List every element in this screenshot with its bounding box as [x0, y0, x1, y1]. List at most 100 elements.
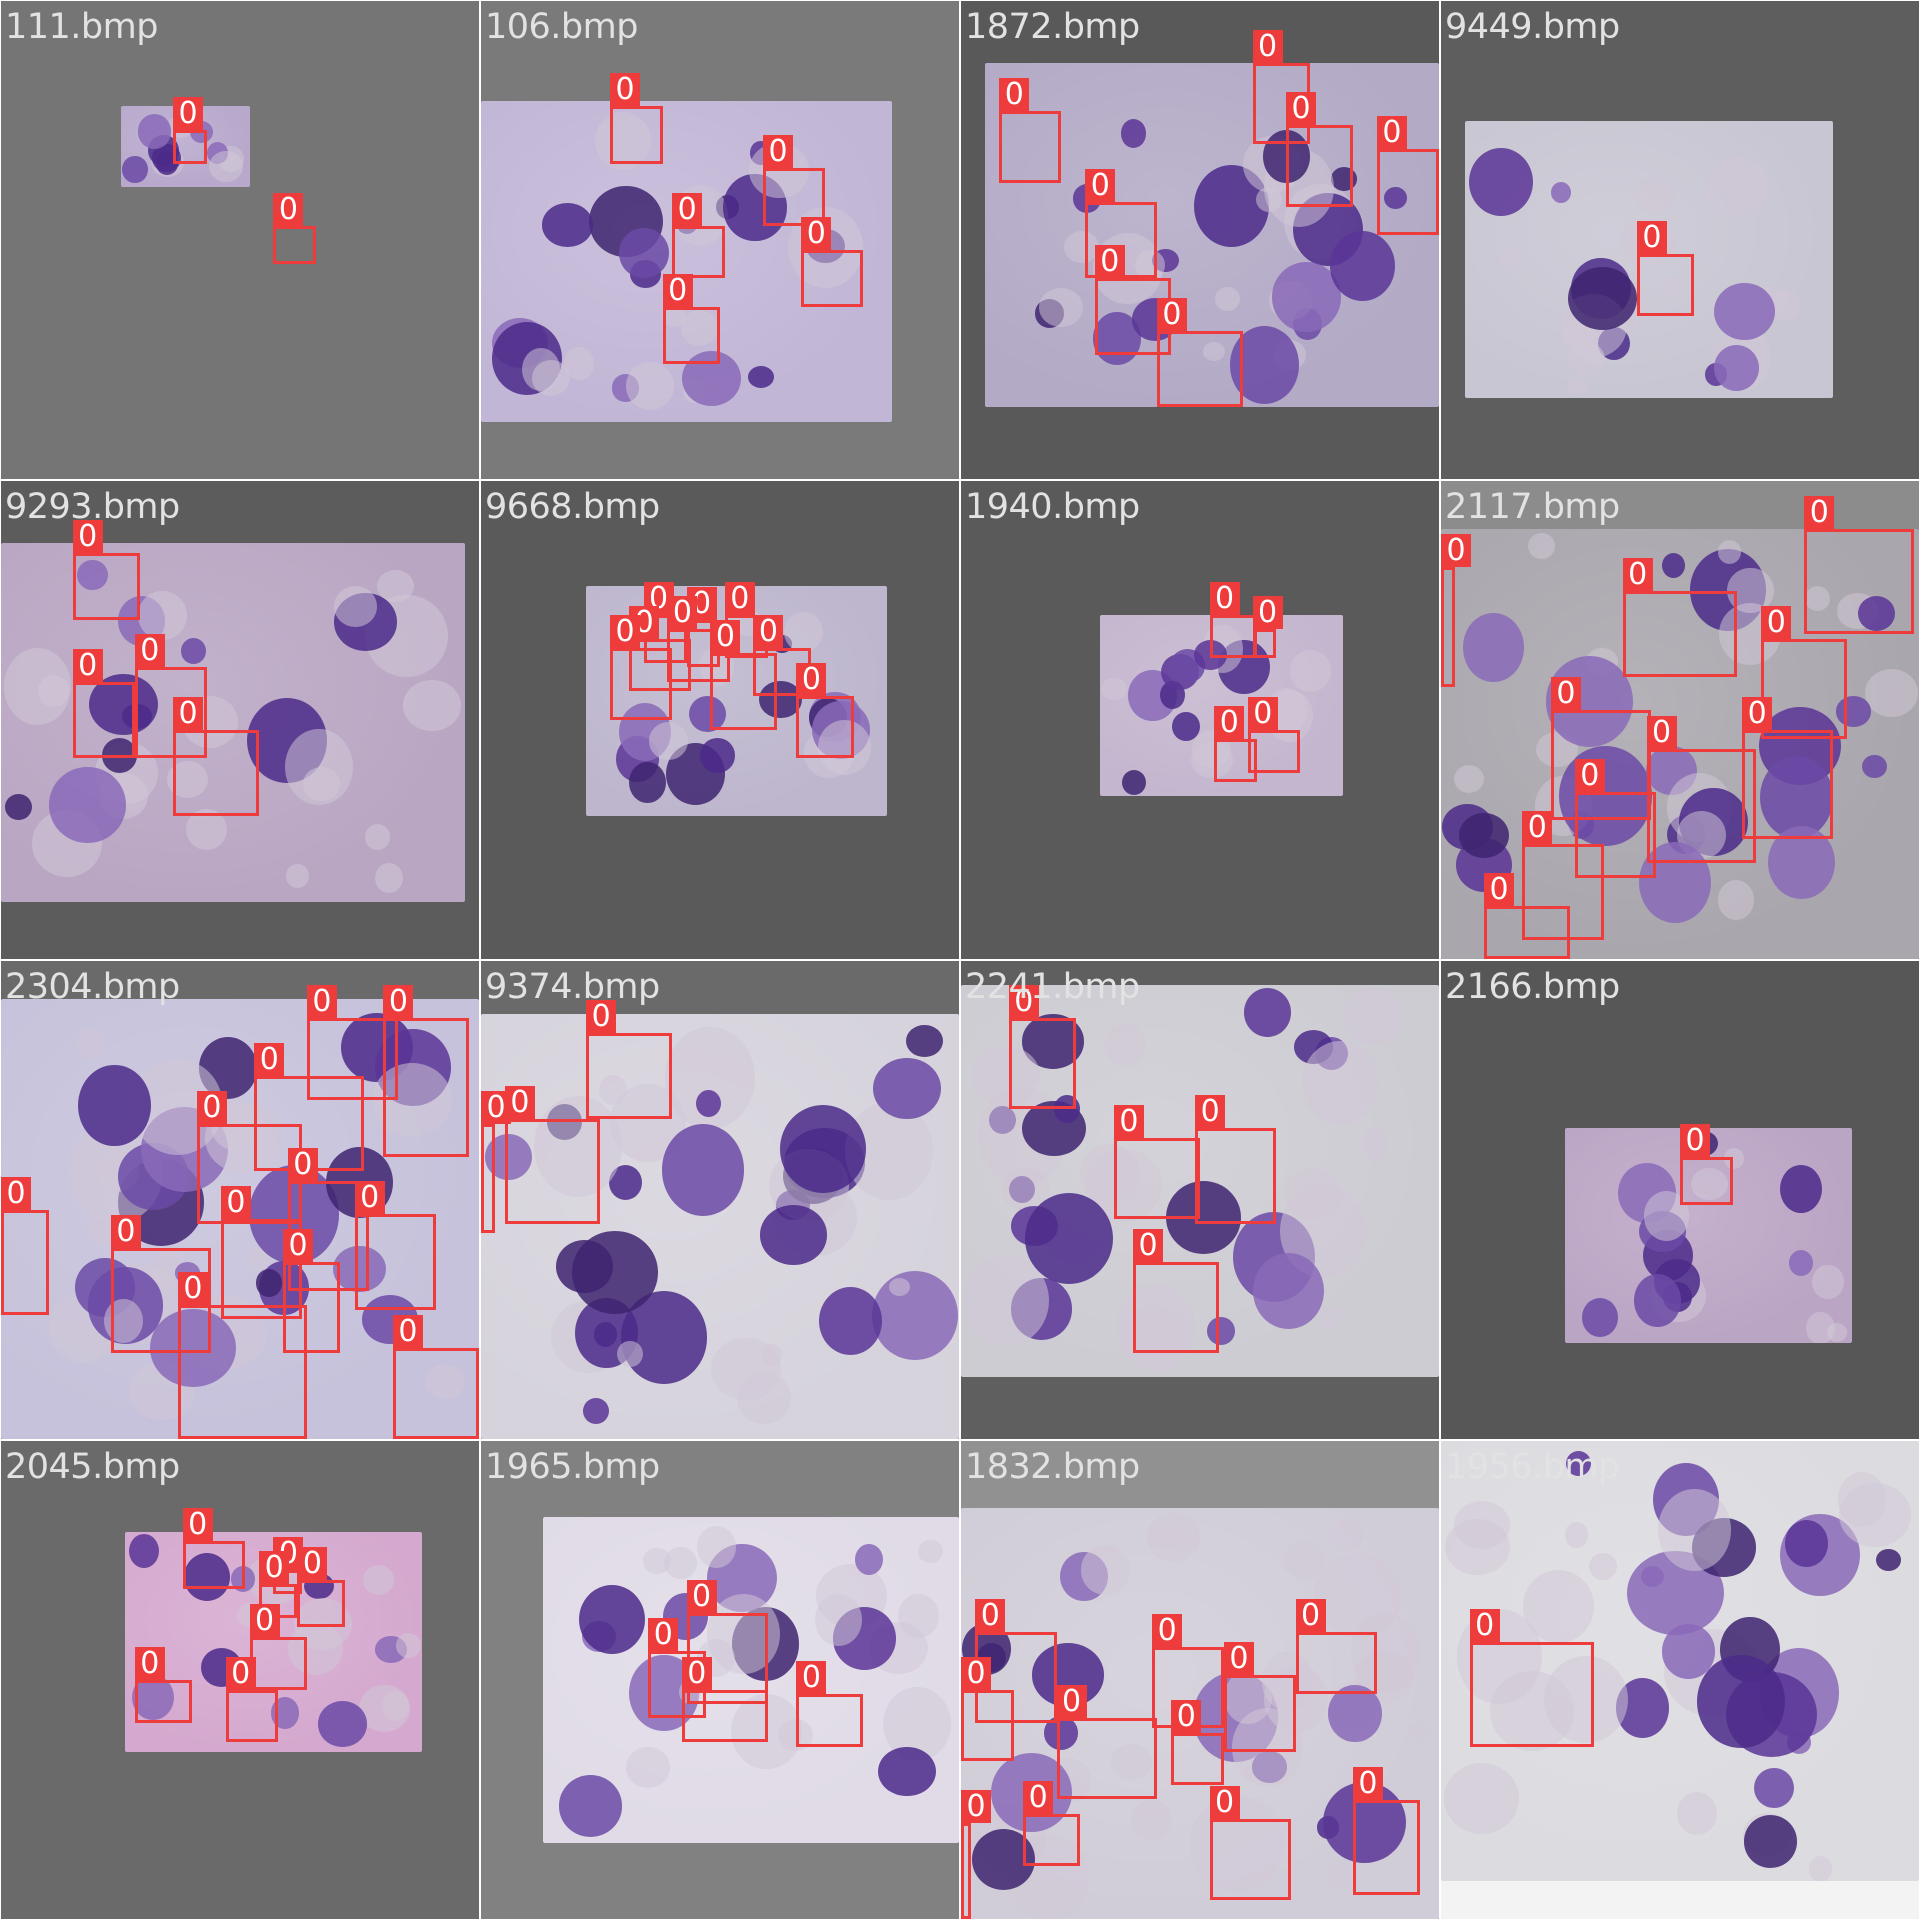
cell-blob — [1443, 1763, 1520, 1835]
detection-class-label: 0 — [1680, 1123, 1710, 1157]
microscopy-image — [1565, 1128, 1853, 1344]
cell-blob — [1326, 1861, 1353, 1890]
cell-blob — [1559, 745, 1652, 847]
cell-blob — [1343, 988, 1405, 1046]
cell-blob — [1111, 1743, 1152, 1780]
cell-blob — [533, 1095, 623, 1198]
detection-box: 0 — [134, 634, 207, 759]
detection-class-label: 0 — [1252, 596, 1283, 630]
detection-class-label: 0 — [1636, 221, 1667, 255]
detection-box: 0 — [1804, 495, 1915, 634]
cell-blob — [77, 559, 108, 590]
detection-class-label: 0 — [1286, 92, 1317, 126]
cell-blob — [1121, 769, 1147, 795]
cell-blob — [1836, 696, 1872, 727]
cell-blob — [1302, 1040, 1379, 1125]
image-tile: 0 0 0 0 0 0 0 0 0 0 0 1832.bmp — [961, 1441, 1439, 1919]
detection-box: 0 — [610, 73, 663, 164]
cell-blob — [75, 1028, 103, 1060]
cell-blob — [699, 738, 736, 774]
cell-blob — [1723, 1148, 1744, 1169]
cell-blob — [1713, 282, 1775, 340]
cell-blob — [1657, 1489, 1731, 1572]
cell-blob — [376, 569, 414, 603]
detection-class-label: 0 — [801, 216, 832, 250]
detection-class-label: 0 — [1352, 1766, 1383, 1800]
detection-class-label: 0 — [1171, 1699, 1202, 1733]
detection-class-label: 0 — [134, 634, 165, 668]
detection-box: 0 — [297, 1546, 346, 1628]
cell-blob — [181, 637, 207, 664]
detection-class-label: 0 — [1247, 696, 1278, 730]
detection-class-label: 0 — [392, 1315, 423, 1349]
cell-blob — [889, 1278, 910, 1297]
detection-class-label: 0 — [1550, 677, 1581, 711]
detection-box: 0 — [1550, 677, 1652, 821]
detection-box: 0 — [225, 1656, 279, 1743]
cell-blob — [1080, 1144, 1141, 1207]
cell-blob — [748, 366, 775, 389]
detection-class-label: 0 — [961, 1790, 991, 1824]
cell-blob — [1582, 1298, 1618, 1337]
detection-class-label: 0 — [1209, 1785, 1240, 1819]
cell-blob — [558, 1775, 622, 1837]
cell-blob — [1662, 552, 1685, 578]
cell-blob — [1283, 1167, 1343, 1220]
detection-class-label: 0 — [72, 519, 103, 553]
detection-class-label: 0 — [1574, 758, 1605, 792]
cell-blob — [696, 1089, 722, 1117]
cell-blob — [1206, 1317, 1235, 1346]
cell-blob — [1191, 741, 1233, 778]
detection-class-label: 0 — [177, 1272, 208, 1306]
cell-blob — [1638, 841, 1711, 923]
detection-class-label: 0 — [610, 73, 641, 107]
detection-class-label: 0 — [1761, 605, 1792, 639]
detection-box: 0 — [1742, 696, 1833, 840]
cell-blob — [1064, 231, 1099, 264]
cell-blob — [878, 1746, 936, 1796]
detection-box: 0 — [961, 1656, 1014, 1762]
detection-box: 0 — [1484, 873, 1571, 959]
image-tile: 0 0 0 0 9293.bmp — [1, 481, 479, 959]
cell-blob — [905, 1024, 943, 1058]
detection-class-label: 0 — [753, 615, 784, 649]
detection-class-label: 0 — [1113, 1104, 1144, 1138]
cell-blob — [1661, 277, 1683, 297]
cell-blob — [209, 151, 244, 183]
cell-blob — [661, 1123, 745, 1216]
detection-box: 0 — [72, 519, 140, 620]
detection-class-label: 0 — [999, 77, 1030, 111]
detection-box: 0 — [134, 1647, 193, 1724]
cell-blob — [1588, 1552, 1617, 1580]
cell-blob — [38, 675, 69, 708]
detection-box: 0 — [72, 648, 135, 759]
cell-blob — [555, 1240, 613, 1293]
detection-class-label: 0 — [586, 999, 617, 1033]
cell-blob — [1805, 1311, 1835, 1344]
cell-blob — [1329, 231, 1395, 301]
detection-box: 0 — [173, 696, 260, 816]
cell-blob — [1705, 156, 1770, 218]
detection-class-label: 0 — [1804, 495, 1835, 529]
cell-blob — [374, 862, 404, 894]
cell-blob — [918, 1540, 944, 1563]
detection-box: 0 — [763, 135, 826, 226]
microscopy-image — [961, 984, 1439, 1377]
cell-blob — [664, 1547, 697, 1580]
tile-background — [1, 1, 479, 479]
detection-box: 0 — [1522, 811, 1604, 940]
microscopy-image — [1441, 1441, 1919, 1881]
tile-filename: 9293.bmp — [5, 487, 180, 527]
detection-class-label: 0 — [1023, 1780, 1054, 1814]
cell-blob — [403, 680, 461, 731]
detection-class-label: 0 — [1008, 985, 1039, 1019]
detection-class-label: 0 — [662, 273, 693, 307]
cell-blob — [1809, 1855, 1833, 1881]
cell-blob — [78, 1064, 151, 1147]
tile-filename: 1940.bmp — [965, 487, 1140, 527]
detection-class-label: 0 — [249, 1603, 280, 1637]
cell-blob — [563, 347, 594, 381]
cell-blob — [707, 1593, 781, 1675]
detection-class-label: 0 — [220, 1186, 251, 1220]
